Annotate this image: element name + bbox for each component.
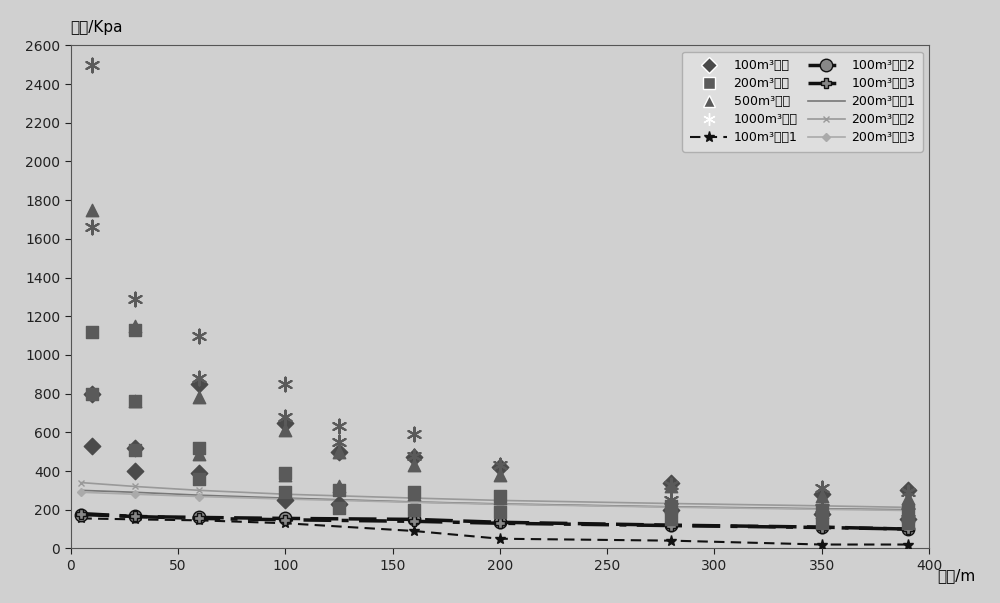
Point xyxy=(406,487,422,497)
Point xyxy=(814,484,830,493)
Point xyxy=(127,294,143,304)
Point xyxy=(331,421,347,431)
Point xyxy=(663,501,679,511)
Point xyxy=(492,493,508,503)
Point xyxy=(84,223,100,232)
Point xyxy=(127,325,143,335)
Point xyxy=(84,205,100,215)
Legend: 100m³预测, 200m³预测, 500m³预测, 1000m³预测, 100m³实陣1, 100m³实陣2, 100m³实陣3, 200m³实陣1, 200: 100m³预测, 200m³预测, 500m³预测, 1000m³预测, 100… xyxy=(682,52,923,151)
Point xyxy=(492,460,508,470)
Point xyxy=(900,519,916,528)
Point xyxy=(492,507,508,516)
Point xyxy=(331,482,347,491)
Point xyxy=(663,482,679,491)
Point xyxy=(900,505,916,514)
Point xyxy=(663,514,679,524)
Point xyxy=(277,468,293,478)
Point xyxy=(191,449,207,458)
Point xyxy=(492,470,508,480)
Point xyxy=(191,443,207,453)
Point xyxy=(277,470,293,480)
Point xyxy=(127,466,143,476)
Point xyxy=(814,519,830,528)
Point xyxy=(900,511,916,520)
Point xyxy=(191,474,207,484)
Point xyxy=(900,507,916,516)
Point xyxy=(814,503,830,513)
Point xyxy=(331,499,347,509)
Point xyxy=(127,397,143,406)
Point xyxy=(814,509,830,519)
Point xyxy=(331,437,347,447)
Text: 距离/m: 距离/m xyxy=(938,569,976,584)
Point xyxy=(900,485,916,495)
Point xyxy=(814,505,830,514)
Point xyxy=(277,379,293,389)
Point xyxy=(84,389,100,399)
Point xyxy=(406,450,422,460)
Point xyxy=(277,412,293,421)
Point xyxy=(492,463,508,472)
Point xyxy=(127,321,143,330)
Point xyxy=(900,514,916,524)
Point xyxy=(191,393,207,402)
Point xyxy=(663,495,679,505)
Point xyxy=(277,418,293,428)
Point xyxy=(492,491,508,501)
Point xyxy=(191,373,207,383)
Point xyxy=(277,495,293,505)
Point xyxy=(277,487,293,497)
Point xyxy=(331,503,347,513)
Point xyxy=(406,429,422,439)
Point xyxy=(663,478,679,487)
Point xyxy=(127,445,143,455)
Point xyxy=(277,426,293,435)
Point xyxy=(84,441,100,450)
Point xyxy=(406,505,422,514)
Point xyxy=(84,389,100,399)
Point xyxy=(84,327,100,336)
Point xyxy=(406,460,422,470)
Point xyxy=(331,447,347,456)
Point xyxy=(84,60,100,69)
Point xyxy=(191,379,207,389)
Point xyxy=(127,397,143,406)
Point xyxy=(663,505,679,514)
Point xyxy=(900,487,916,497)
Point xyxy=(331,447,347,456)
Point xyxy=(663,480,679,490)
Point xyxy=(406,453,422,463)
Point xyxy=(406,490,422,499)
Point xyxy=(191,330,207,340)
Point xyxy=(814,507,830,516)
Point xyxy=(663,502,679,511)
Point xyxy=(127,443,143,453)
Point xyxy=(814,491,830,501)
Point xyxy=(814,490,830,499)
Point xyxy=(191,468,207,478)
Point xyxy=(331,485,347,495)
Text: 超压/Kpa: 超压/Kpa xyxy=(71,21,123,35)
Point xyxy=(900,493,916,503)
